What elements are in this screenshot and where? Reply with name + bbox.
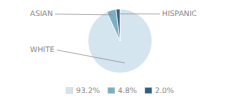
slice (88, 9, 152, 73)
leader-line (57, 50, 125, 63)
legend-swatch (66, 88, 73, 94)
slice-label: HISPANIC (162, 9, 197, 18)
legend-label: 4.8% (118, 86, 137, 95)
slices (88, 9, 152, 73)
legend-label: 2.0% (155, 86, 174, 95)
slice (107, 9, 120, 41)
slice-label: ASIAN (30, 9, 53, 18)
legend: 93.2% 4.8% 2.0% (66, 86, 174, 95)
legend-swatch (145, 88, 152, 94)
leader-line (118, 13, 160, 14)
slice-label: WHITE (30, 45, 55, 54)
legend-swatch (108, 88, 115, 94)
chart: WHITE ASIAN HISPANIC 93.2% 4.8% 2.0% (0, 0, 240, 100)
leader-line (55, 14, 113, 16)
annotations: WHITE ASIAN HISPANIC (30, 9, 197, 63)
legend-label: 93.2% (76, 86, 100, 95)
